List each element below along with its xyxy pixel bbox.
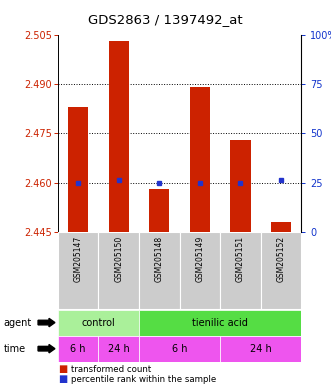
Text: 6 h: 6 h — [172, 344, 187, 354]
Text: 24 h: 24 h — [108, 344, 130, 354]
Bar — [271, 222, 291, 232]
Bar — [139, 336, 220, 362]
Bar — [149, 189, 169, 232]
Text: time: time — [3, 344, 25, 354]
Text: GSM205152: GSM205152 — [276, 235, 285, 281]
Bar — [109, 41, 129, 232]
Text: GSM205147: GSM205147 — [74, 235, 83, 281]
Bar — [58, 310, 139, 336]
Bar — [98, 232, 139, 309]
Text: transformed count: transformed count — [71, 365, 151, 374]
Text: agent: agent — [3, 318, 31, 328]
Text: 6 h: 6 h — [71, 344, 86, 354]
Bar — [139, 310, 301, 336]
Text: ■: ■ — [58, 374, 67, 384]
Text: control: control — [82, 318, 115, 328]
Bar — [220, 232, 260, 309]
Bar — [179, 232, 220, 309]
Text: GSM205149: GSM205149 — [195, 235, 204, 281]
Text: tienilic acid: tienilic acid — [192, 318, 248, 328]
Text: 24 h: 24 h — [250, 344, 271, 354]
Text: percentile rank within the sample: percentile rank within the sample — [71, 375, 216, 384]
Bar — [58, 232, 99, 309]
Bar — [230, 140, 251, 232]
Bar — [68, 107, 88, 232]
Text: ■: ■ — [58, 364, 67, 374]
Bar — [220, 336, 301, 362]
Bar — [139, 232, 179, 309]
Text: GDS2863 / 1397492_at: GDS2863 / 1397492_at — [88, 13, 243, 26]
Bar — [190, 87, 210, 232]
Bar — [58, 336, 99, 362]
Text: GSM205150: GSM205150 — [114, 235, 123, 281]
Bar — [260, 232, 301, 309]
Text: GSM205148: GSM205148 — [155, 235, 164, 281]
Bar — [98, 336, 139, 362]
Text: GSM205151: GSM205151 — [236, 235, 245, 281]
